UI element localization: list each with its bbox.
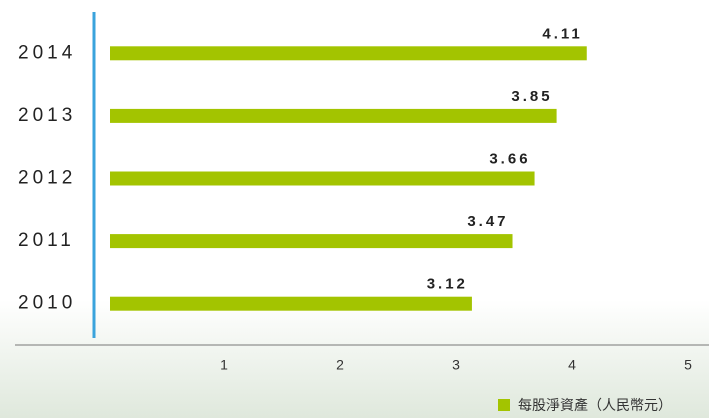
data-label: 3.47 bbox=[467, 213, 508, 230]
bar bbox=[110, 297, 472, 311]
data-label: 3.85 bbox=[511, 88, 552, 105]
bar bbox=[110, 172, 535, 186]
data-label: 3.12 bbox=[427, 276, 468, 293]
x-tick-label: 3 bbox=[452, 357, 460, 373]
y-tick-label: 2014 bbox=[18, 42, 76, 63]
x-tick-label: 2 bbox=[336, 357, 344, 373]
x-tick-label: 1 bbox=[220, 357, 228, 373]
chart: 每股淨資產（人民幣元） 1 2 3 4 5 2014 4.11 2013 3.85 2012 3.6… bbox=[0, 0, 709, 418]
bar bbox=[110, 234, 513, 248]
bar bbox=[110, 46, 587, 60]
y-tick-label: 2012 bbox=[18, 168, 76, 189]
y-tick-label: 2010 bbox=[18, 293, 76, 314]
legend-label: 每股淨資產（人民幣元） bbox=[518, 397, 672, 414]
x-tick-label: 4 bbox=[568, 357, 576, 373]
x-tick-label: 5 bbox=[684, 357, 692, 373]
legend-swatch bbox=[498, 399, 510, 411]
data-label: 4.11 bbox=[542, 25, 582, 42]
y-tick-label: 2011 bbox=[18, 230, 75, 251]
data-label: 3.66 bbox=[489, 150, 530, 167]
y-tick-label: 2013 bbox=[18, 105, 76, 126]
bar bbox=[110, 109, 557, 123]
